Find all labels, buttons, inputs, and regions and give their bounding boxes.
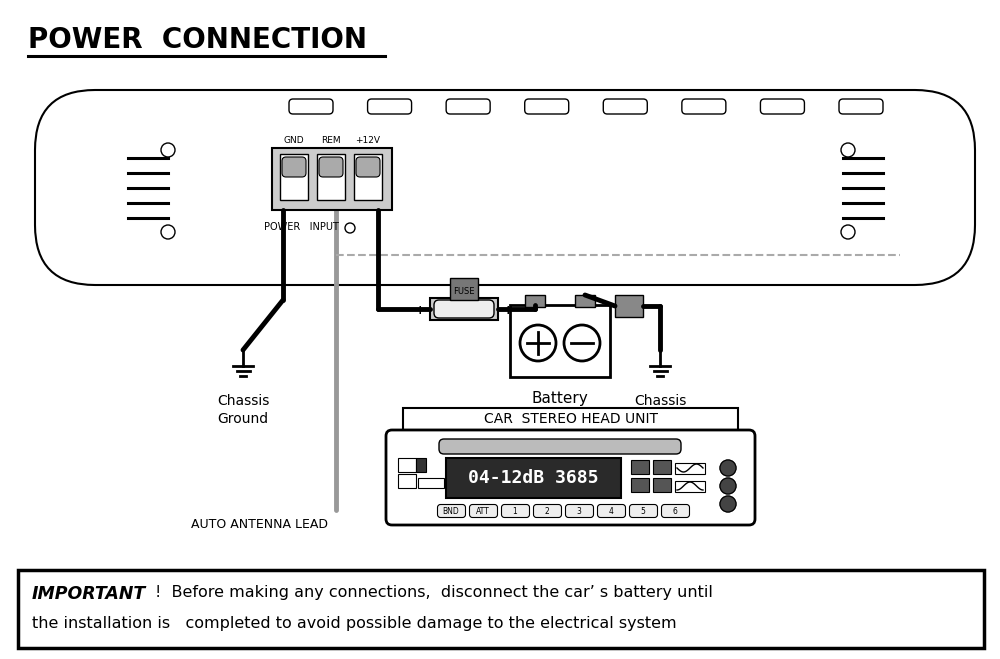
Bar xyxy=(525,295,545,307)
Text: 6: 6 xyxy=(673,507,677,515)
FancyBboxPatch shape xyxy=(289,99,333,114)
Text: 1: 1 xyxy=(513,507,517,515)
Text: CAR  STEREO HEAD UNIT: CAR STEREO HEAD UNIT xyxy=(484,412,658,426)
Text: IMPORTANT: IMPORTANT xyxy=(32,585,146,603)
FancyBboxPatch shape xyxy=(434,300,494,318)
Text: FUSE: FUSE xyxy=(453,287,475,296)
Text: 04-12dB 3685: 04-12dB 3685 xyxy=(468,469,599,487)
FancyBboxPatch shape xyxy=(839,99,883,114)
Bar xyxy=(418,478,444,488)
FancyBboxPatch shape xyxy=(662,505,690,517)
Text: POWER   INPUT: POWER INPUT xyxy=(264,222,339,232)
Bar xyxy=(403,408,738,430)
Text: Battery: Battery xyxy=(532,391,588,406)
Text: REM: REM xyxy=(321,136,341,145)
Bar xyxy=(18,570,984,648)
Bar xyxy=(272,148,392,210)
FancyBboxPatch shape xyxy=(760,99,804,114)
Text: +: + xyxy=(402,460,412,470)
Bar xyxy=(653,478,671,492)
FancyBboxPatch shape xyxy=(386,430,755,525)
Bar xyxy=(675,463,705,474)
FancyBboxPatch shape xyxy=(282,157,306,177)
Bar xyxy=(416,458,426,472)
Text: -: - xyxy=(405,476,409,486)
FancyBboxPatch shape xyxy=(319,157,343,177)
Text: Chassis
Ground: Chassis Ground xyxy=(634,394,686,426)
Bar xyxy=(615,295,643,317)
Bar xyxy=(675,481,705,492)
Text: Chassis
Ground: Chassis Ground xyxy=(217,394,269,426)
Text: 3: 3 xyxy=(577,507,581,515)
Bar xyxy=(430,298,498,320)
FancyBboxPatch shape xyxy=(502,505,530,517)
Text: ATT: ATT xyxy=(476,507,490,515)
Bar xyxy=(631,478,649,492)
FancyBboxPatch shape xyxy=(446,99,490,114)
Circle shape xyxy=(720,460,736,476)
Text: !  Before making any connections,  disconnect the car’ s battery until: ! Before making any connections, disconn… xyxy=(155,585,713,600)
Text: the installation is   completed to avoid possible damage to the electrical syste: the installation is completed to avoid p… xyxy=(32,616,677,631)
FancyBboxPatch shape xyxy=(630,505,658,517)
FancyBboxPatch shape xyxy=(438,505,466,517)
FancyBboxPatch shape xyxy=(598,505,626,517)
FancyBboxPatch shape xyxy=(439,439,681,454)
Text: +: + xyxy=(415,304,425,316)
Bar xyxy=(317,154,345,200)
Circle shape xyxy=(720,478,736,494)
Bar xyxy=(280,154,308,200)
Text: BND: BND xyxy=(443,507,459,515)
Text: SEL: SEL xyxy=(424,478,438,488)
Circle shape xyxy=(720,496,736,512)
Bar xyxy=(653,460,671,474)
Text: +: + xyxy=(503,304,513,316)
FancyBboxPatch shape xyxy=(368,99,412,114)
Bar xyxy=(575,295,595,307)
Text: 2: 2 xyxy=(545,507,549,515)
Text: 5: 5 xyxy=(641,507,645,515)
Bar xyxy=(398,474,416,488)
Bar xyxy=(631,460,649,474)
FancyBboxPatch shape xyxy=(525,99,569,114)
FancyBboxPatch shape xyxy=(356,157,380,177)
Text: AUTO ANTENNA LEAD: AUTO ANTENNA LEAD xyxy=(191,518,328,531)
Text: GND: GND xyxy=(284,136,304,145)
FancyBboxPatch shape xyxy=(566,505,594,517)
Text: 4: 4 xyxy=(609,507,613,515)
FancyBboxPatch shape xyxy=(534,505,562,517)
Bar xyxy=(354,154,382,200)
Bar xyxy=(510,305,610,377)
Bar xyxy=(446,458,621,498)
FancyBboxPatch shape xyxy=(682,99,726,114)
FancyBboxPatch shape xyxy=(603,99,647,114)
Text: +12V: +12V xyxy=(356,136,380,145)
Text: POWER  CONNECTION: POWER CONNECTION xyxy=(28,26,367,54)
Bar xyxy=(398,458,416,472)
FancyBboxPatch shape xyxy=(470,505,498,517)
FancyBboxPatch shape xyxy=(35,90,975,285)
Bar xyxy=(450,278,478,300)
